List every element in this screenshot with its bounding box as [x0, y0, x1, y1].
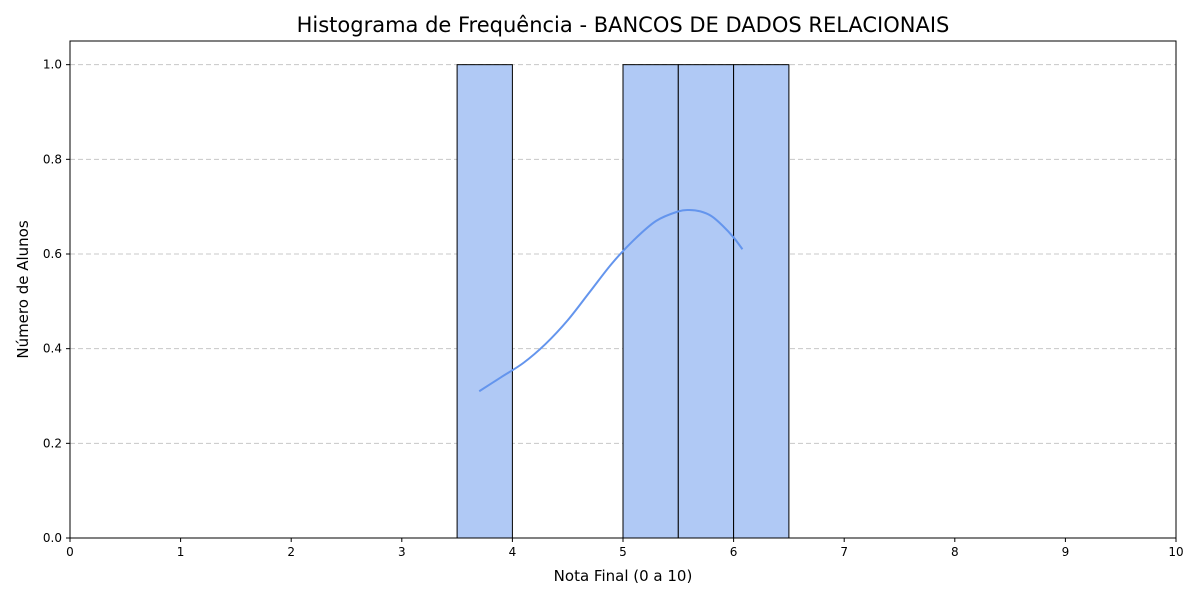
x-axis-label: Nota Final (0 a 10): [554, 567, 693, 585]
x-tick-label-2: 2: [287, 545, 295, 559]
y-tick-label-5: 1.0: [43, 58, 62, 72]
x-tick-label-3: 3: [398, 545, 406, 559]
x-axis-ticks: 0 1 2 3 4 5 6 7 8 9 10: [66, 538, 1184, 559]
kde-curve: [478, 208, 744, 393]
y-axis-label: Número de Alunos: [14, 220, 32, 358]
bars: [456, 64, 790, 539]
y-tick-label-4: 0.8: [43, 152, 62, 166]
x-tick-label-10: 10: [1168, 545, 1183, 559]
x-tick-label-9: 9: [1062, 545, 1070, 559]
x-tick-label-8: 8: [951, 545, 959, 559]
y-tick-label-0: 0.0: [43, 531, 62, 545]
histogram-bar-1: [622, 64, 679, 539]
kde-line: [478, 208, 744, 393]
histogram-bar-0: [456, 64, 513, 539]
x-tick-label-7: 7: [840, 545, 848, 559]
y-tick-label-1: 0.2: [43, 436, 62, 450]
x-tick-label-0: 0: [66, 545, 74, 559]
y-tick-label-2: 0.4: [43, 342, 62, 356]
x-tick-label-6: 6: [730, 545, 738, 559]
histogram-bar-2: [677, 64, 735, 539]
x-tick-label-5: 5: [619, 545, 627, 559]
chart-title: Histograma de Frequência - BANCOS DE DAD…: [297, 13, 950, 37]
y-axis-ticks: 0.0 0.2 0.4 0.6 0.8 1.0: [43, 58, 70, 545]
x-tick-label-4: 4: [509, 545, 517, 559]
y-tick-label-3: 0.6: [43, 247, 62, 261]
histogram-bar-3: [733, 64, 790, 539]
x-tick-label-1: 1: [177, 545, 185, 559]
